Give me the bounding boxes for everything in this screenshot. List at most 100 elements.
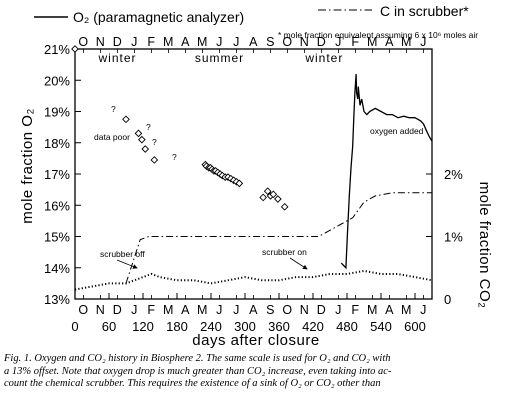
annotation-data-poor: data poor xyxy=(94,132,130,142)
month-label-top: F xyxy=(351,35,359,49)
season-label: winter xyxy=(304,51,343,65)
month-label-top: A xyxy=(249,35,258,49)
month-label-top: M xyxy=(367,35,378,49)
scrubber-on-arrow xyxy=(289,257,308,270)
month-label-top: J xyxy=(233,35,240,49)
o2-sample-point xyxy=(263,187,272,196)
o2-sample-point xyxy=(141,145,150,153)
y-left-tick-label: 15% xyxy=(44,230,70,245)
o2-sample-point xyxy=(122,115,130,124)
y-left-tick-label: 19% xyxy=(44,105,70,120)
figure: O₂ (paramagnetic analyzer) C in scrubber… xyxy=(19,3,493,349)
x-tick-label: 120 xyxy=(132,319,154,334)
month-label-bottom: F xyxy=(351,303,359,317)
x-tick-label: 0 xyxy=(71,319,78,334)
month-label-bottom: J xyxy=(420,303,427,317)
x-tick-label: 240 xyxy=(200,319,222,334)
x-tick-label: 420 xyxy=(302,319,324,334)
month-label-top: S xyxy=(266,35,275,49)
season-label: summer xyxy=(195,51,244,65)
annotations: data poor ? ? ? ? oxygen added scrubber … xyxy=(94,104,424,270)
legend-o2-label: O₂ (paramagnetic analyzer) xyxy=(73,9,244,25)
month-label-bottom: M xyxy=(367,303,378,317)
month-label-bottom: M xyxy=(197,303,208,317)
o2-sample-point xyxy=(235,179,244,188)
legend: O₂ (paramagnetic analyzer) C in scrubber… xyxy=(34,3,478,40)
month-label-top: M xyxy=(163,35,174,49)
x-tick-label: 540 xyxy=(370,319,392,334)
month-label-top: D xyxy=(113,35,123,49)
month-label-bottom: S xyxy=(266,303,275,317)
x-tick-label: 60 xyxy=(102,319,116,334)
annotation-oxygen-added: oxygen added xyxy=(370,126,424,136)
month-label-bottom: J xyxy=(216,303,223,317)
month-label-top: O xyxy=(282,35,292,49)
y-right-tick-label: 0 xyxy=(444,292,451,307)
month-label-top: A xyxy=(385,35,394,49)
y-right-tick-label: 2% xyxy=(444,167,463,182)
y-left-tick-label: 21% xyxy=(44,42,70,57)
month-label-bottom: M xyxy=(401,303,412,317)
x-axis-label: days after closure xyxy=(192,332,319,349)
month-label-bottom: N xyxy=(300,303,310,317)
o2-sample-point xyxy=(134,129,143,138)
month-label-top: N xyxy=(96,35,106,49)
y-left-tick-label: 17% xyxy=(44,167,70,182)
plot-frame xyxy=(74,48,433,300)
month-label-top: J xyxy=(335,35,342,49)
month-label-bottom: A xyxy=(249,303,258,317)
month-label-bottom: N xyxy=(96,303,106,317)
axis-ticks xyxy=(74,48,432,300)
month-label-top: O xyxy=(78,35,88,49)
scrubber-off-arrow xyxy=(116,259,138,269)
annotation-scrubber-off: scrubber off xyxy=(100,249,145,259)
y-left-tick-label: 18% xyxy=(44,136,70,151)
month-label-bottom: J xyxy=(335,303,342,317)
month-label-top: J xyxy=(131,35,138,49)
figure-caption: Fig. 1. Oxygen and CO₂ history in Biosph… xyxy=(4,353,508,391)
month-label-bottom: O xyxy=(282,303,292,317)
month-label-bottom: A xyxy=(385,303,394,317)
o2-sample-point xyxy=(274,195,282,203)
month-label-bottom: D xyxy=(113,303,123,317)
annotation-question-1: ? xyxy=(111,104,116,114)
month-label-top: J xyxy=(420,35,427,49)
y-left-tick-label: 16% xyxy=(44,198,70,213)
legend-c-scrubber-label: C in scrubber* xyxy=(380,3,469,19)
month-label-bottom: M xyxy=(163,303,174,317)
annotation-question-4: ? xyxy=(172,152,177,162)
y-right-tick-label: 1% xyxy=(444,230,463,245)
month-label-top: D xyxy=(317,35,327,49)
o2-sample-point xyxy=(259,193,267,202)
y-axis-left-label: mole fraction O₂ xyxy=(19,108,36,224)
co2-line xyxy=(74,269,433,291)
annotation-question-3: ? xyxy=(152,137,157,147)
x-tick-label: 180 xyxy=(166,319,188,334)
x-tick-label: 300 xyxy=(234,319,256,334)
legend-footnote: * mole fraction equivalent assuming 6 x … xyxy=(278,30,478,40)
o2-sample-point xyxy=(280,202,289,211)
caption-line: Fig. 1. Oxygen and CO₂ history in Biosph… xyxy=(4,353,391,364)
o2-sample-point xyxy=(71,45,79,53)
season-label: winter xyxy=(97,51,136,65)
month-label-bottom: J xyxy=(131,303,138,317)
y-left-tick-label: 13% xyxy=(44,292,70,307)
c-scrubber-line xyxy=(125,192,432,284)
axis-tick-labels: 13% 14% 15% 16% 17% 18% 19% 20% 21% 0 1% 2% 0 60 120 18… xyxy=(44,35,463,334)
x-tick-label: 360 xyxy=(268,319,290,334)
month-label-top: M xyxy=(401,35,412,49)
o2-sample-point xyxy=(150,156,159,164)
annotation-question-2: ? xyxy=(146,122,151,132)
series-layer xyxy=(71,45,433,291)
month-label-top: F xyxy=(147,35,155,49)
month-label-top: A xyxy=(181,35,190,49)
month-label-bottom: A xyxy=(181,303,190,317)
month-label-top: M xyxy=(197,35,208,49)
annotation-scrubber-on: scrubber on xyxy=(262,247,307,257)
month-label-bottom: J xyxy=(233,303,240,317)
x-tick-label: 480 xyxy=(336,319,358,334)
o2-sample-point xyxy=(269,190,278,199)
month-label-bottom: O xyxy=(78,303,88,317)
o2-analyzer-line xyxy=(340,73,433,270)
month-label-top: N xyxy=(300,35,310,49)
